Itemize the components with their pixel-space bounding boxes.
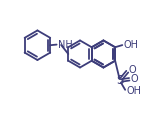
Text: S: S	[116, 74, 124, 87]
Text: OH: OH	[126, 86, 141, 96]
Text: OH: OH	[124, 40, 139, 50]
Text: NH: NH	[58, 40, 73, 50]
Text: O: O	[128, 65, 136, 75]
Text: O: O	[131, 74, 138, 84]
